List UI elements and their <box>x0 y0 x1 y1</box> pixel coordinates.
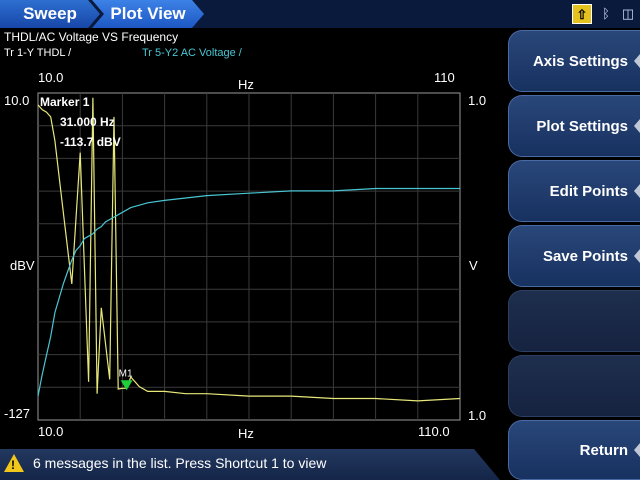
plot-settings-label: Plot Settings <box>536 117 628 135</box>
top-axis-max: 110 <box>434 70 455 85</box>
warning-mark: ! <box>11 458 15 472</box>
message-text: 6 messages in the list. Press Shortcut 1… <box>33 455 327 471</box>
top-axis-min: 10.0 <box>38 70 64 85</box>
edit-points-button[interactable]: Edit Points <box>508 160 640 222</box>
softkey-empty-5 <box>508 290 640 352</box>
plot-title: THDL/AC Voltage VS Frequency <box>4 30 179 44</box>
left-axis-bottom: -127 <box>4 406 31 421</box>
message-bar[interactable]: ! 6 messages in the list. Press Shortcut… <box>0 449 500 480</box>
save-points-button[interactable]: Save Points <box>508 225 640 287</box>
axis-settings-label: Axis Settings <box>532 52 628 70</box>
bottom-axis-unit: Hz <box>238 426 254 441</box>
trace2-label[interactable]: Tr 5-Y2 AC Voltage / <box>142 47 242 59</box>
breadcrumb-plot-view[interactable]: Plot View <box>92 0 204 28</box>
right-axis-top: 1.0 <box>468 93 487 108</box>
marker-frequency: 31.000 Hz <box>60 115 115 129</box>
axis-settings-button[interactable]: Axis Settings <box>508 30 640 92</box>
right-axis-bottom: 1.0 <box>468 408 487 423</box>
return-button[interactable]: Return <box>508 420 640 480</box>
breadcrumb-sweep[interactable]: Sweep <box>0 0 100 28</box>
trace2-ac-voltage-line <box>37 187 460 397</box>
top-axis-unit: Hz <box>238 77 254 92</box>
marker-readout: Marker 1 31.000 Hz -113.7 dBV <box>38 93 138 153</box>
bottom-axis-min: 10.0 <box>38 424 64 439</box>
up-arrow-icon[interactable]: ⇧ <box>572 4 592 24</box>
bottom-axis-max: 110.0 <box>418 424 450 439</box>
right-axis-unit: V <box>469 258 478 273</box>
softkey-empty-6 <box>508 355 640 417</box>
edit-points-label: Edit Points <box>549 182 628 200</box>
marker-value: -113.7 dBV <box>60 135 121 149</box>
return-label: Return <box>579 441 628 459</box>
top-bar: Sweep Plot View ⇧ ᛒ ◫ <box>0 0 640 28</box>
marker-m1-triangle[interactable] <box>120 380 133 391</box>
warning-icon <box>4 454 24 472</box>
left-axis-top: 10.0 <box>4 93 30 108</box>
left-axis-unit: dBV <box>10 258 35 273</box>
bluetooth-icon: ᛒ <box>602 6 610 21</box>
save-points-label: Save Points <box>542 247 628 265</box>
plot-settings-button[interactable]: Plot Settings <box>508 95 640 157</box>
marker-m1-label: M1 <box>119 368 133 379</box>
usb-icon: ◫ <box>621 6 635 21</box>
marker-title: Marker 1 <box>40 95 90 109</box>
trace1-label[interactable]: Tr 1-Y THDL / <box>4 47 72 59</box>
trace1-thdl-line <box>37 97 461 402</box>
